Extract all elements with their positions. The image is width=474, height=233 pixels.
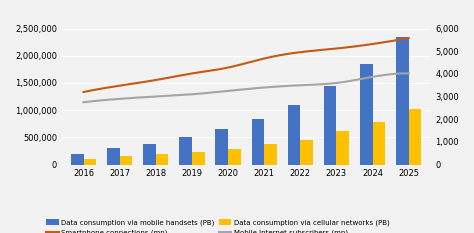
Mobile Internet subscribers (mn)	[100, 99, 106, 102]
Bar	[71, 154, 83, 164]
Bar	[288, 105, 301, 164]
Bar	[360, 65, 373, 164]
Bar	[337, 131, 349, 164]
Bar	[409, 109, 421, 164]
Bar	[156, 154, 168, 164]
Mobile Internet subscribers (mn)	[402, 72, 408, 75]
Bar	[215, 129, 228, 164]
Bar	[396, 37, 409, 164]
Smartphone connections (mn)	[167, 76, 173, 79]
Bar	[324, 86, 337, 164]
Mobile Internet subscribers (mn)	[167, 94, 173, 97]
Bar	[83, 158, 96, 164]
Bar	[373, 122, 385, 164]
Line: Smartphone connections (mn): Smartphone connections (mn)	[83, 38, 409, 92]
Mobile Internet subscribers (mn)	[390, 73, 395, 75]
Bar	[228, 149, 241, 164]
Bar	[264, 144, 277, 164]
Bar	[179, 137, 192, 164]
Mobile Internet subscribers (mn)	[81, 101, 86, 104]
Smartphone connections (mn)	[406, 37, 411, 40]
Line: Mobile Internet subscribers (mn): Mobile Internet subscribers (mn)	[83, 73, 409, 102]
Smartphone connections (mn)	[100, 87, 106, 90]
Mobile Internet subscribers (mn)	[406, 72, 411, 75]
Legend: Data consumption via mobile handsets (PB), Smartphone connections (mn), Data con: Data consumption via mobile handsets (PB…	[43, 217, 393, 233]
Smartphone connections (mn)	[378, 41, 384, 44]
Smartphone connections (mn)	[94, 88, 100, 91]
Bar	[301, 140, 313, 164]
Mobile Internet subscribers (mn)	[378, 74, 384, 77]
Smartphone connections (mn)	[141, 81, 147, 83]
Bar	[143, 144, 156, 164]
Bar	[252, 119, 264, 164]
Smartphone connections (mn)	[81, 91, 86, 93]
Bar	[192, 152, 205, 164]
Smartphone connections (mn)	[390, 40, 395, 42]
Mobile Internet subscribers (mn)	[94, 99, 100, 102]
Bar	[107, 148, 119, 164]
Bar	[119, 156, 132, 164]
Mobile Internet subscribers (mn)	[141, 96, 147, 99]
